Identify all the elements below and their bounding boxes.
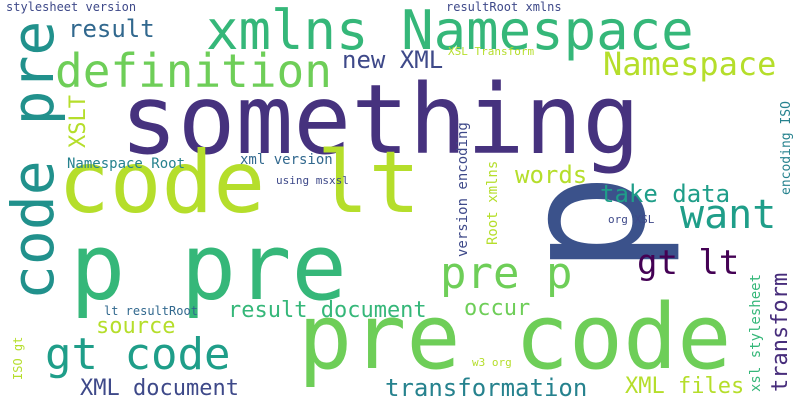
word: w3 org xyxy=(472,356,512,369)
word: new XML xyxy=(342,46,444,74)
word: result document xyxy=(228,298,427,323)
word: transform xyxy=(768,272,793,392)
word: xsl stylesheet xyxy=(748,273,764,392)
word: XML files xyxy=(625,374,745,399)
word: xml version xyxy=(240,152,333,168)
word: using msxsl xyxy=(276,174,349,187)
word: code pre xyxy=(0,20,67,300)
word: resultRoot xmlns xyxy=(446,0,562,14)
word: ISO gt xyxy=(11,336,25,380)
word: occur xyxy=(464,296,531,321)
word: words xyxy=(515,161,588,189)
word: lt resultRoot xyxy=(104,304,198,318)
word: Namespace Root xyxy=(67,156,186,172)
word: p pre xyxy=(70,214,347,321)
word: take data xyxy=(600,180,731,208)
word: version encoding xyxy=(455,122,471,257)
word: definition xyxy=(55,44,332,98)
word: result xyxy=(68,15,155,43)
word: Root xmlns xyxy=(485,160,501,245)
word: want xyxy=(680,192,777,238)
word: XML document xyxy=(80,376,239,400)
word: encoding ISO xyxy=(779,101,794,195)
word: pre p xyxy=(440,248,573,299)
word: something xyxy=(120,64,641,176)
word: pre code xyxy=(298,285,732,390)
word: org XSL xyxy=(608,213,655,226)
word: gt code xyxy=(45,329,231,380)
word: source xyxy=(96,314,176,339)
word: code lt xyxy=(58,133,421,233)
word: transformation xyxy=(385,374,588,400)
word: xmlns Namespace xyxy=(206,0,694,62)
word: Namespace xyxy=(603,45,777,83)
word: stylesheet version xyxy=(6,0,137,14)
word: gt lt xyxy=(637,243,740,283)
word: XSLT xyxy=(66,95,91,148)
word: XSL Transform xyxy=(448,45,535,58)
